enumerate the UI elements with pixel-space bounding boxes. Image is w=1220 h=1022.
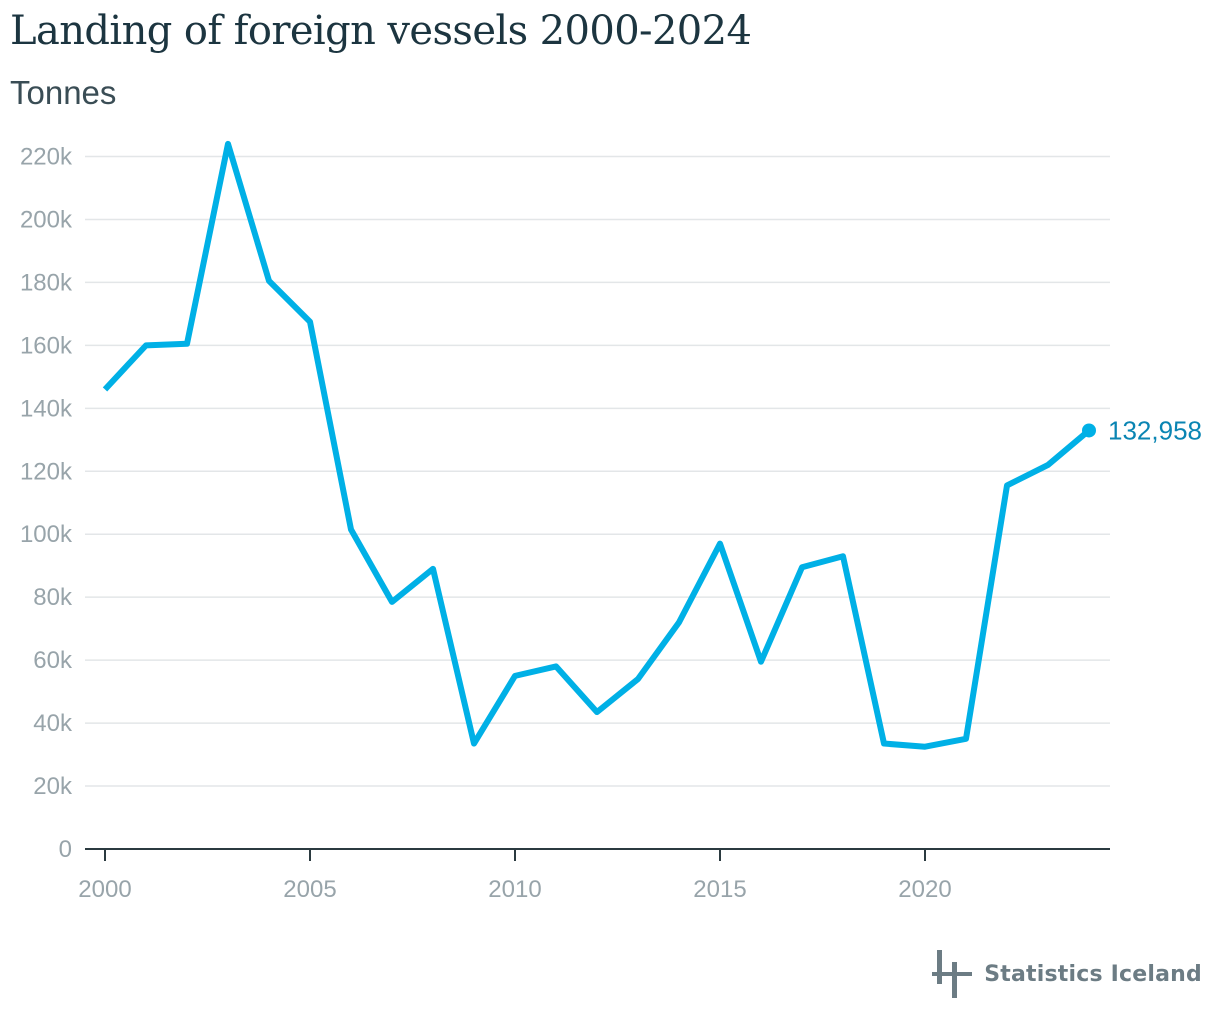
brand-name: Statistics Iceland (984, 961, 1202, 987)
end-point-marker (1082, 423, 1096, 438)
end-value-label: 132,958 (1108, 415, 1202, 445)
y-tick-label: 20k (33, 773, 73, 800)
y-tick-label: 40k (33, 710, 73, 737)
series-line (102, 140, 1091, 750)
chart-subtitle: Tonnes (10, 74, 117, 111)
x-tick-label: 2000 (78, 876, 131, 903)
x-tick-label: 2005 (283, 876, 336, 903)
y-axis-tick-labels: 0 20k 40k 60k 80k 100k 120k 140k 160k 180k 200k 220… (20, 144, 73, 864)
y-tick-label: 100k (20, 521, 73, 548)
y-tick-label: 0 (59, 836, 72, 863)
x-tick-label: 2020 (898, 876, 951, 903)
y-tick-label: 120k (20, 458, 73, 485)
series-line-group: 132,958 (102, 140, 1202, 750)
statistics-iceland-logo-icon (932, 950, 973, 998)
x-axis: 2000 2005 2010 2015 2020 (78, 848, 1110, 903)
chart-title: Landing of foreign vessels 2000-2024 (10, 8, 752, 54)
brand-footer: Statistics Iceland (932, 948, 1202, 1000)
x-tick-label: 2015 (693, 876, 746, 903)
x-tick-label: 2010 (488, 876, 541, 903)
y-tick-label: 220k (20, 144, 73, 171)
y-tick-label: 80k (33, 584, 73, 611)
grid-lines (85, 155, 1110, 787)
y-tick-label: 160k (20, 332, 73, 359)
y-tick-label: 180k (20, 269, 73, 296)
y-tick-label: 200k (20, 206, 73, 233)
y-tick-label: 140k (20, 395, 73, 422)
y-tick-label: 60k (33, 647, 73, 674)
